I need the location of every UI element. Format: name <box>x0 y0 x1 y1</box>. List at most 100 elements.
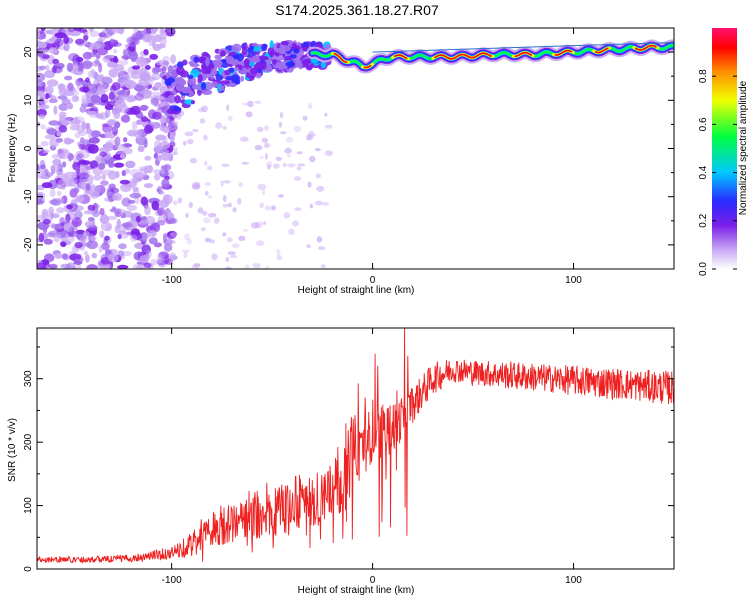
noise-blob <box>63 35 69 45</box>
noise-blob <box>75 78 82 86</box>
noise-blob <box>51 213 60 219</box>
signal-blob <box>293 48 300 54</box>
y-tick-label: 300 <box>23 370 34 387</box>
noise-blob <box>49 47 58 54</box>
ridge-peak-5 <box>554 49 573 56</box>
signal-blob <box>193 56 199 63</box>
spectrogram-y-label: Frequency (Hz) <box>7 114 18 183</box>
noise-blob <box>101 242 110 251</box>
noise-blob <box>192 128 199 133</box>
noise-blob <box>46 128 57 135</box>
noise-blob <box>37 86 45 92</box>
y-tick-label: 20 <box>23 46 34 58</box>
noise-blob <box>173 200 178 206</box>
noise-blob <box>119 154 125 159</box>
noise-blob <box>60 241 67 248</box>
noise-blob <box>257 183 267 191</box>
noise-blob <box>89 42 101 50</box>
noise-blob <box>169 232 178 238</box>
noise-blob <box>98 63 103 73</box>
signal-blob <box>241 46 248 56</box>
noise-blob <box>143 262 152 269</box>
noise-blob <box>99 147 110 153</box>
colorbar-tick-label: 0.4 <box>698 165 709 179</box>
noise-blob <box>115 68 127 75</box>
y-tick-label: 200 <box>23 433 34 450</box>
ridge-peak-1 <box>363 64 372 69</box>
noise-blob <box>140 116 149 123</box>
noise-blob <box>147 229 158 238</box>
signal-blob <box>190 100 196 105</box>
noise-blob <box>54 32 67 39</box>
noise-blob <box>119 230 127 235</box>
noise-blob <box>75 209 82 218</box>
noise-blob <box>69 89 79 96</box>
signal-blob <box>201 64 207 69</box>
noise-blob <box>203 217 212 224</box>
noise-blob <box>63 224 69 231</box>
noise-blob <box>322 201 330 206</box>
signal-blob <box>212 59 223 68</box>
noise-blob <box>154 140 161 149</box>
noise-blob <box>136 30 143 40</box>
signal-blob <box>275 56 285 61</box>
noise-blob <box>83 210 96 215</box>
noise-blob <box>37 108 47 117</box>
noise-blob <box>157 185 163 195</box>
noise-blob <box>159 37 167 46</box>
noise-blob <box>112 193 123 201</box>
colorbar-tick-label: 0.8 <box>698 69 709 83</box>
noise-blob <box>124 168 131 174</box>
noise-blob <box>89 30 99 37</box>
noise-blob <box>132 264 144 269</box>
noise-blob <box>85 254 90 263</box>
noise-blob <box>302 115 308 121</box>
noise-blob <box>94 58 100 65</box>
noise-blob <box>117 264 129 269</box>
signal-blob <box>198 56 207 64</box>
noise-blob <box>140 89 153 96</box>
signal-blob <box>220 50 226 57</box>
noise-blob <box>259 202 265 209</box>
noise-blob <box>71 95 80 103</box>
noise-blob <box>140 105 150 110</box>
noise-blob <box>287 163 296 168</box>
signal-blob <box>215 74 224 81</box>
noise-blob <box>61 253 69 260</box>
noise-blob <box>232 207 237 213</box>
noise-blob <box>263 221 267 225</box>
colorbar-ticks: 0.0 0.2 0.4 0.6 0.8 <box>698 69 737 276</box>
noise-blob <box>86 128 93 135</box>
noise-blob <box>76 153 82 161</box>
chart-title: S174.2025.361.18.27.R07 <box>275 2 439 18</box>
noise-blob <box>117 233 122 240</box>
noise-blob <box>48 206 55 216</box>
noise-blob <box>107 62 119 68</box>
noise-blob <box>132 65 141 70</box>
noise-blob <box>278 194 284 198</box>
noise-blob <box>49 189 56 198</box>
noise-blob <box>74 196 84 203</box>
snr-panel: -100 0 100 0 100 200 300 Height of straight li… <box>7 327 675 596</box>
noise-blob <box>222 204 228 208</box>
noise-blob <box>162 232 168 243</box>
noise-blob <box>153 152 159 159</box>
noise-blob <box>73 28 82 32</box>
noise-blob <box>282 163 287 167</box>
noise-blob <box>177 197 182 204</box>
noise-blob <box>156 60 162 66</box>
noise-blob <box>230 254 237 259</box>
noise-blob <box>182 140 187 146</box>
noise-blob <box>87 144 99 154</box>
noise-blob <box>231 243 240 249</box>
signal-blob <box>243 58 250 67</box>
noise-blob <box>170 54 177 64</box>
noise-blob <box>37 30 40 39</box>
noise-blob <box>79 106 87 113</box>
noise-blob <box>76 264 82 269</box>
noise-blob <box>324 124 333 129</box>
noise-blob <box>149 53 159 60</box>
noise-blob <box>157 97 166 102</box>
noise-blob <box>59 116 66 124</box>
